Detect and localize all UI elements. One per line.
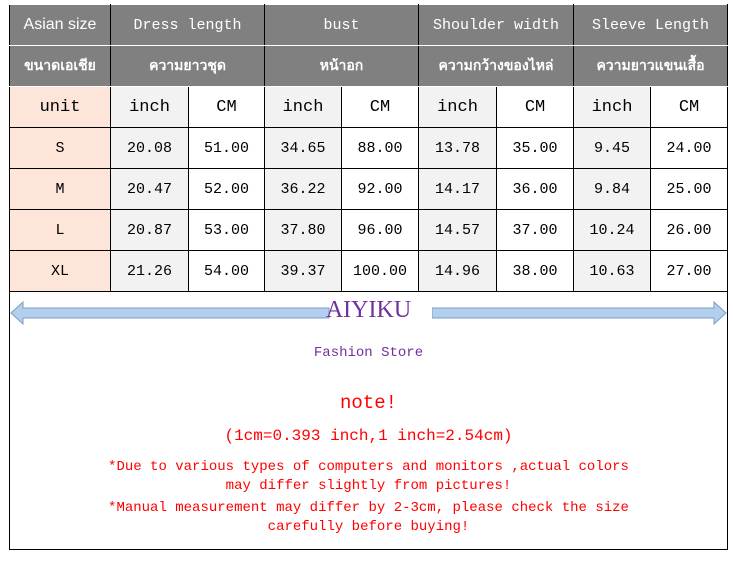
unit-cm: CM xyxy=(188,86,265,128)
value-cell: 39.37 xyxy=(264,250,342,292)
value-cell: 38.00 xyxy=(496,250,575,292)
header-row-en: Asian size Dress length bust Shoulder wi… xyxy=(9,4,729,46)
disclaimer-line: *Due to various types of computers and m… xyxy=(108,459,629,475)
value-cell: 20.87 xyxy=(110,209,189,251)
value-cell: 53.00 xyxy=(188,209,265,251)
note-title: note! xyxy=(339,392,397,414)
value-cell: 9.45 xyxy=(573,127,652,169)
value-cell: 20.08 xyxy=(110,127,189,169)
unit-cm: CM xyxy=(650,86,729,128)
table-row: XL 21.26 54.00 39.37 100.00 14.96 38.00 10.63 27… xyxy=(9,250,729,292)
value-cell: 37.80 xyxy=(264,209,342,251)
unit-inch: inch xyxy=(573,86,652,128)
unit-label: unit xyxy=(9,86,111,128)
col-header: Shoulder width xyxy=(418,4,575,46)
arrow-left-icon xyxy=(10,301,330,325)
value-cell: 37.00 xyxy=(496,209,575,251)
value-cell: 13.78 xyxy=(418,127,498,169)
value-cell: 54.00 xyxy=(188,250,265,292)
unit-row: unit inch CM inch CM inch CM inch CM xyxy=(9,86,729,128)
table-row: L 20.87 53.00 37.80 96.00 14.57 37.00 10.24 26.0… xyxy=(9,209,729,251)
arrow-right-icon xyxy=(432,301,727,325)
disclaimer-line: carefully before buying! xyxy=(267,519,470,535)
value-cell: 26.00 xyxy=(650,209,729,251)
value-cell: 9.84 xyxy=(573,168,652,210)
size-chart-table: Asian size Dress length bust Shoulder wi… xyxy=(9,4,729,292)
value-cell: 14.96 xyxy=(418,250,498,292)
value-cell: 52.00 xyxy=(188,168,265,210)
value-cell: 92.00 xyxy=(340,168,420,210)
conversion-text: (1cm=0.393 inch,1 inch=2.54cm) xyxy=(224,427,513,445)
col-header-th: ความกว้างของไหล่ xyxy=(418,45,575,87)
size-cell: S xyxy=(9,127,111,169)
value-cell: 100.00 xyxy=(340,250,420,292)
size-cell: XL xyxy=(9,250,111,292)
col-header: Sleeve Length xyxy=(573,4,729,46)
value-cell: 51.00 xyxy=(188,127,265,169)
size-cell: L xyxy=(9,209,111,251)
unit-cm: CM xyxy=(496,86,575,128)
value-cell: 36.00 xyxy=(496,168,575,210)
table-row: M 20.47 52.00 36.22 92.00 14.17 36.00 9.84 25.00 xyxy=(9,168,729,210)
disclaimer-line: may differ slightly from pictures! xyxy=(225,478,512,494)
size-cell: M xyxy=(9,168,111,210)
col-header: bust xyxy=(263,4,420,46)
value-cell: 24.00 xyxy=(650,127,729,169)
value-cell: 14.57 xyxy=(418,209,498,251)
disclaimer-line: *Manual measurement may differ by 2-3cm,… xyxy=(108,500,629,516)
col-header-th: ความยาวชุด xyxy=(110,45,265,87)
value-cell: 27.00 xyxy=(650,250,729,292)
value-cell: 10.24 xyxy=(573,209,652,251)
col-header: Dress length xyxy=(110,4,265,46)
value-cell: 34.65 xyxy=(264,127,342,169)
unit-inch: inch xyxy=(264,86,342,128)
unit-inch: inch xyxy=(418,86,498,128)
brand-name: AIYIKU xyxy=(325,297,412,323)
unit-cm: CM xyxy=(340,86,420,128)
store-name: Fashion Store xyxy=(313,345,424,361)
size-header: Asian size xyxy=(9,4,111,46)
value-cell: 10.63 xyxy=(573,250,652,292)
value-cell: 96.00 xyxy=(340,209,420,251)
value-cell: 36.22 xyxy=(264,168,342,210)
value-cell: 25.00 xyxy=(650,168,729,210)
col-header-th: ความยาวแขนเสื้อ xyxy=(573,45,729,87)
value-cell: 20.47 xyxy=(110,168,189,210)
unit-inch: inch xyxy=(110,86,189,128)
size-header-th: ขนาดเอเชีย xyxy=(9,45,111,87)
header-row-th: ขนาดเอเชีย ความยาวชุด หน้าอก ความกว้างขอ… xyxy=(9,45,729,87)
footer-box: AIYIKU Fashion Store note! (1cm=0.393 in… xyxy=(9,291,728,550)
col-header-th: หน้าอก xyxy=(263,45,420,87)
value-cell: 21.26 xyxy=(110,250,189,292)
value-cell: 14.17 xyxy=(418,168,498,210)
value-cell: 35.00 xyxy=(496,127,575,169)
table-row: S 20.08 51.00 34.65 88.00 13.78 35.00 9.45 24.00 xyxy=(9,127,729,169)
value-cell: 88.00 xyxy=(340,127,420,169)
